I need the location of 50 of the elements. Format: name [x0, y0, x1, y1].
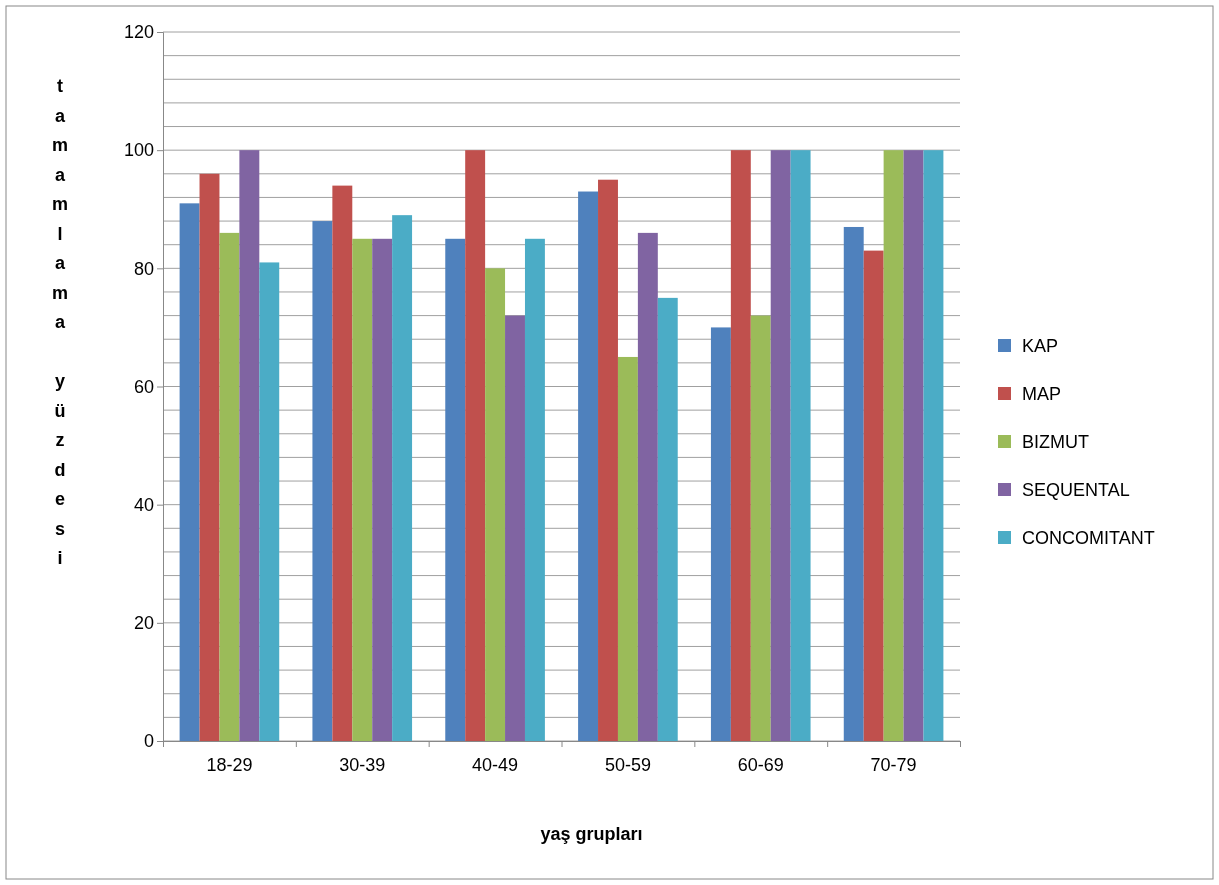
x-axis-title: yaş grupları — [540, 824, 643, 844]
y-tick-label: 0 — [143, 731, 154, 752]
bar — [863, 250, 884, 741]
bar — [239, 150, 260, 741]
bar — [770, 150, 791, 741]
bar — [372, 238, 393, 741]
bar — [524, 238, 545, 741]
x-tick-label: 30-39 — [339, 755, 386, 775]
y-tick-label: 40 — [133, 494, 154, 515]
y-tick-label: 100 — [123, 140, 154, 161]
bar — [657, 297, 678, 741]
bar — [352, 238, 373, 741]
bar — [485, 268, 506, 741]
bar — [730, 150, 751, 741]
bar — [445, 238, 466, 741]
legend-label: BIZMUT — [1022, 432, 1089, 452]
y-tick-label: 20 — [133, 613, 154, 634]
y-tick-label: 80 — [133, 258, 154, 279]
legend-label: MAP — [1022, 384, 1062, 404]
bar — [617, 356, 638, 741]
x-tick-label: 18-29 — [206, 755, 253, 775]
bar — [843, 226, 864, 741]
bar — [923, 150, 944, 741]
bar — [505, 315, 525, 741]
bar — [179, 203, 200, 741]
bar — [219, 232, 240, 741]
bar — [883, 150, 904, 741]
bar — [903, 150, 924, 741]
bar — [199, 173, 220, 741]
x-tick-label: 50-59 — [604, 755, 651, 775]
x-tick-label: 60-69 — [737, 755, 784, 775]
bar — [637, 232, 658, 741]
bar — [392, 215, 413, 741]
bar — [465, 150, 486, 741]
legend-label: CONCOMITANT — [1022, 528, 1155, 548]
bar — [790, 150, 811, 741]
bar — [578, 191, 599, 741]
x-tick-label: 40-49 — [472, 755, 519, 775]
legend-label: KAP — [1022, 336, 1059, 356]
bar — [598, 179, 618, 741]
x-tick-label: 70-79 — [870, 755, 917, 775]
y-tick-label: 120 — [123, 22, 154, 43]
bar — [259, 262, 280, 741]
bar — [710, 327, 731, 741]
bar — [332, 185, 353, 741]
legend-label: SEQUENTAL — [1022, 480, 1130, 500]
bar — [312, 221, 333, 741]
y-tick-label: 60 — [133, 376, 154, 397]
text: tamamlama yüzdesi — [51, 76, 69, 568]
bar — [750, 315, 771, 741]
